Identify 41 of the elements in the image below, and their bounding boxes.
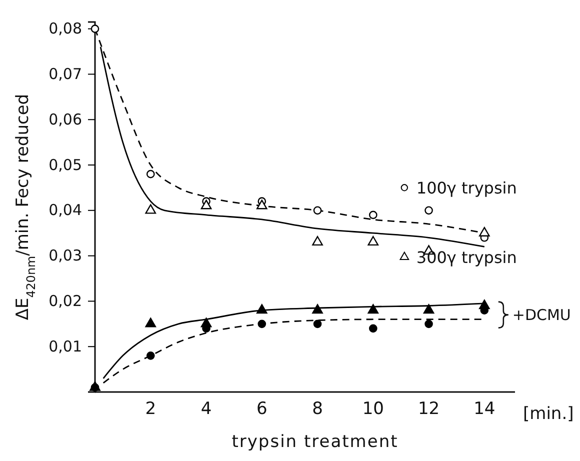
point — [256, 200, 268, 210]
x-tick-label: 4 — [200, 399, 212, 420]
point — [145, 204, 156, 214]
y-tick-label: 0,06 — [48, 110, 82, 128]
y-tick-label: 0,07 — [48, 65, 82, 84]
point — [312, 236, 323, 246]
point — [313, 320, 322, 328]
y-tick-label: 0,05 — [48, 156, 82, 174]
legend-label: 100γ trypsin — [416, 178, 517, 198]
point — [145, 318, 156, 328]
point — [146, 352, 155, 360]
point — [313, 206, 322, 215]
point — [258, 320, 266, 328]
y-tick-label: 0,03 — [48, 246, 82, 265]
x-tick-label: 12 — [418, 399, 440, 420]
point — [368, 236, 379, 246]
x-tick-label: 8 — [312, 399, 323, 420]
point — [479, 226, 490, 236]
x-tick-label: 6 — [256, 399, 268, 420]
y-tick-label: 0,02 — [48, 292, 82, 310]
point — [200, 200, 212, 210]
x-tick-label: 14 — [474, 399, 496, 420]
y-tick-label: 0,08 — [48, 20, 82, 38]
point — [424, 206, 433, 215]
point — [368, 324, 378, 333]
point — [424, 320, 433, 328]
x-axis-title: trypsin treatment — [232, 432, 398, 452]
point — [146, 170, 155, 178]
point — [312, 304, 323, 314]
y-tick-label: 0,01 — [48, 337, 82, 356]
x-tick-label: 2 — [145, 399, 156, 420]
y-tick-label: 0,04 — [48, 201, 82, 220]
text: [min.] — [523, 404, 574, 424]
legend-label: 300γ trypsin — [416, 248, 517, 268]
point — [90, 24, 100, 33]
point — [423, 304, 434, 314]
x-tick-label: 10 — [362, 399, 384, 420]
annotation: +DCMU — [512, 306, 571, 324]
point — [368, 304, 379, 314]
point — [368, 210, 378, 220]
point — [256, 304, 268, 314]
